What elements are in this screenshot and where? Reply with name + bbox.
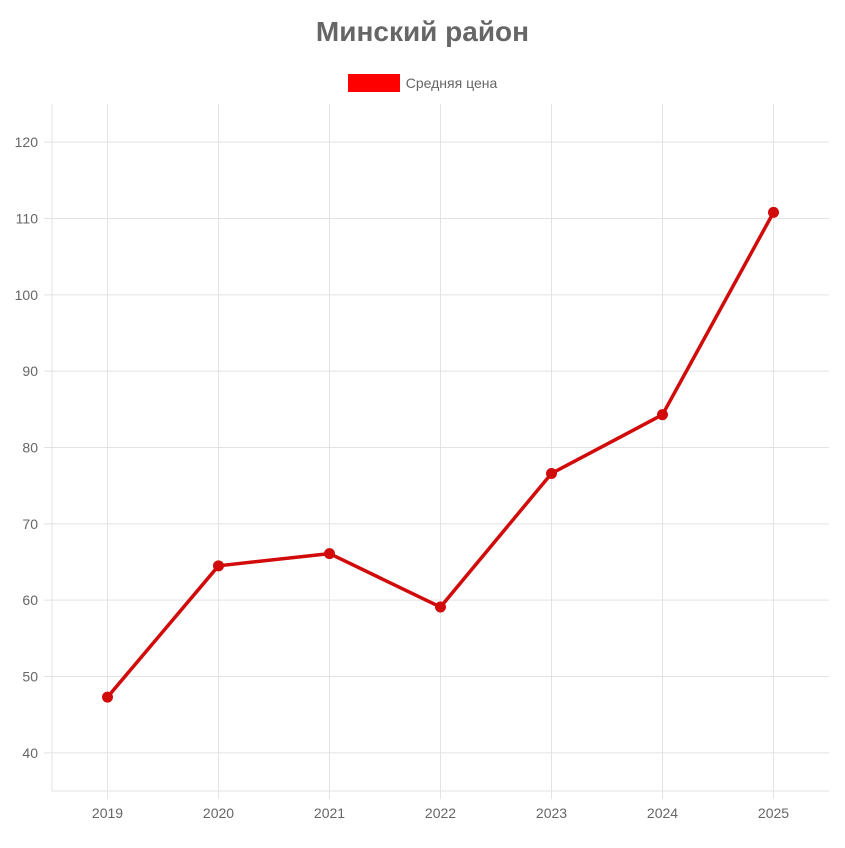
y-tick-label: 70: [22, 516, 38, 532]
y-tick-label: 90: [22, 363, 38, 379]
grid-lines: [44, 104, 829, 799]
x-tick-label: 2021: [314, 805, 345, 821]
x-tick-label: 2022: [425, 805, 456, 821]
x-tick-label: 2023: [536, 805, 567, 821]
chart-title: Минский район: [315, 16, 530, 47]
data-point[interactable]: [657, 409, 668, 421]
x-tick-label: 2019: [92, 805, 123, 821]
legend-swatch: [347, 74, 400, 92]
y-tick-label: 110: [16, 211, 39, 227]
y-tick-label: 50: [22, 669, 38, 685]
y-tick-label: 80: [22, 440, 38, 456]
x-tick-label: 2020: [203, 805, 234, 821]
x-tick-label: 2025: [758, 805, 789, 821]
data-point[interactable]: [768, 206, 779, 218]
data-point[interactable]: [435, 601, 446, 613]
data-point[interactable]: [324, 548, 335, 560]
legend[interactable]: Средняя цена: [0, 74, 845, 92]
y-tick-label: 60: [22, 592, 38, 608]
x-tick-label: 2024: [647, 805, 678, 821]
y-tick-label: 40: [22, 745, 38, 761]
axes: 40 50 60 70 80 90 100 110 120 2019 2020 2021 2022 202…: [15, 104, 829, 821]
legend-label-series: Средняя цена: [405, 75, 498, 91]
data-point[interactable]: [546, 467, 557, 479]
y-tick-label: 100: [15, 287, 39, 303]
data-point[interactable]: [213, 560, 224, 572]
data-point[interactable]: [102, 691, 113, 703]
y-tick-label: 120: [15, 134, 39, 150]
series-layer: [102, 206, 779, 703]
